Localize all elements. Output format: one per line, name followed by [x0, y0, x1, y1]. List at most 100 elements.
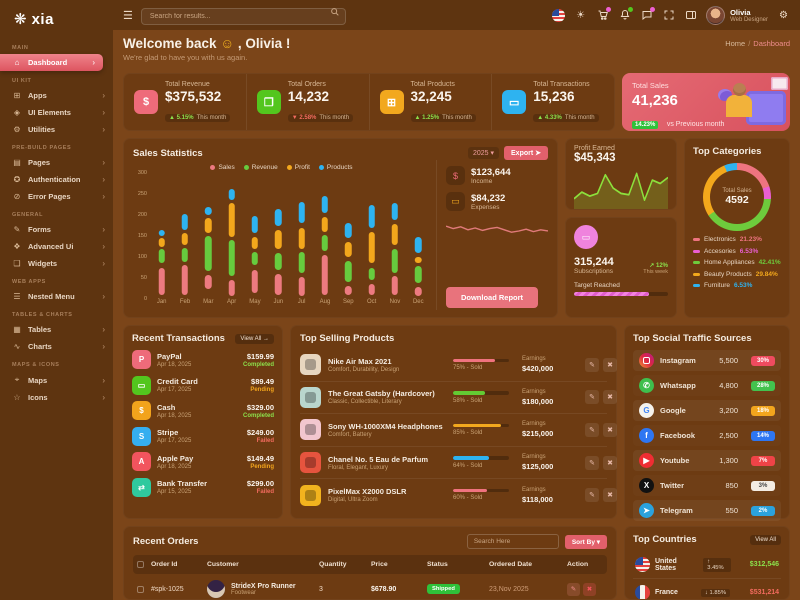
edit-icon[interactable]: ✎: [585, 390, 599, 405]
delete-icon[interactable]: ✖: [603, 455, 617, 470]
social-row-youtube[interactable]: ▶ Youtube 1,300 7%: [633, 450, 781, 471]
messages-icon[interactable]: [640, 6, 656, 22]
y-tick-label: 250: [137, 191, 147, 197]
orders-search-input[interactable]: [466, 534, 559, 549]
category-pct: 21.23%: [739, 236, 762, 243]
edit-icon[interactable]: ✎: [567, 582, 580, 596]
transaction-name: Credit Card: [157, 377, 198, 386]
chevron-right-icon: ›: [102, 225, 105, 234]
delete-icon[interactable]: ✖: [603, 488, 617, 503]
transaction-name: Bank Transfer: [157, 479, 208, 488]
transactions-view-all-button[interactable]: View All →: [235, 333, 274, 344]
cash-icon: $: [132, 401, 151, 420]
transaction-row-bank-transfer[interactable]: ⇄ Bank Transfer Apr 15, 2025 $299.00 Failed: [132, 477, 274, 497]
sidebar-item-utilities[interactable]: ⚙ Utilities ›: [0, 121, 113, 138]
export-button[interactable]: Export ➤: [504, 146, 548, 160]
fullscreen-icon[interactable]: [662, 9, 675, 22]
sidebar-item-dashboard[interactable]: ⌂ Dashboard ›: [0, 54, 103, 71]
sidebar-item-charts[interactable]: ∿ Charts ›: [0, 338, 113, 355]
search-icon[interactable]: [330, 7, 340, 17]
advanced-ui-icon: ❖: [13, 242, 21, 251]
delete-icon[interactable]: ✖: [583, 582, 596, 596]
sidebar-item-maps[interactable]: ⌖ Maps ›: [0, 371, 113, 389]
sidebar-item-pages[interactable]: ▤ Pages ›: [0, 154, 113, 171]
stat-title: Total Products: [410, 80, 455, 88]
product-image: [300, 354, 321, 376]
countries-view-all-button[interactable]: View All: [750, 534, 781, 545]
logo[interactable]: ❋ xia: [0, 0, 113, 38]
edit-icon[interactable]: ✎: [585, 422, 599, 437]
delete-icon[interactable]: ✖: [603, 390, 617, 405]
column-ordered-date: Ordered Date: [489, 561, 533, 568]
social-row-facebook[interactable]: f Facebook 2,500 14%: [633, 425, 781, 446]
sidebar-item-tables[interactable]: ▦ Tables ›: [0, 321, 113, 338]
sidebar-item-nested-menu[interactable]: ☰ Nested Menu ›: [0, 288, 113, 305]
sidebar-item-apps[interactable]: ⊞ Apps ›: [0, 87, 113, 104]
edit-icon[interactable]: ✎: [585, 357, 599, 372]
bar-segment-products: [321, 196, 329, 213]
transaction-status: Failed: [256, 489, 274, 495]
year-dropdown[interactable]: 2025 ▾: [467, 147, 500, 159]
sidebar-item-forms[interactable]: ✎ Forms ›: [0, 221, 113, 238]
category-color-dash: [693, 272, 700, 276]
transaction-row-credit-card[interactable]: ▭ Credit Card Apr 17, 2025 $89.49 Pending: [132, 375, 274, 395]
social-row-whatsapp[interactable]: ✆ Whatsapp 4,800 28%: [633, 375, 781, 396]
social-row-twitter[interactable]: X Twitter 850 3%: [633, 475, 781, 496]
social-row-telegram[interactable]: ➤ Telegram 550 2%: [633, 500, 781, 521]
sales-summary-column: $ $123,644 Income ▭ $84,232 Exp: [436, 160, 548, 310]
delete-icon[interactable]: ✖: [603, 422, 617, 437]
edit-icon[interactable]: ✎: [585, 455, 599, 470]
row-checkbox[interactable]: [137, 585, 144, 593]
sidebar-item-error-pages[interactable]: ⊘ Error Pages ›: [0, 188, 113, 205]
categories-donut-chart: Total Sales 4592: [703, 163, 771, 231]
product-earnings: Earnings $118,000: [522, 487, 578, 504]
social-row-instagram[interactable]: Instagram 5,500 30%: [633, 350, 781, 371]
sidebar-item-icons[interactable]: ☆ Icons ›: [0, 389, 113, 406]
sort-by-button[interactable]: Sort By ▾: [564, 534, 607, 549]
transaction-row-paypal[interactable]: P PayPal Apr 18, 2025 $159.99 Completed: [132, 350, 274, 369]
social-row-google[interactable]: G Google 3,200 18%: [633, 400, 781, 421]
search-input[interactable]: [140, 8, 346, 25]
user-profile[interactable]: Olivia Web Designer: [706, 5, 768, 25]
delete-icon[interactable]: ✖: [603, 357, 617, 372]
transaction-row-apple-pay[interactable]: A Apple Pay Apr 18, 2025 $149.49 Pending: [132, 452, 274, 471]
total-sales-card: Total Sales 41,236 14.23% vs Previous mo…: [622, 73, 790, 131]
transactions-title: Recent Transactions: [132, 333, 225, 344]
bar-segment-products: [391, 203, 399, 221]
sold-bar-track: [453, 488, 509, 493]
settings-gear-icon[interactable]: ⚙: [779, 9, 788, 21]
transaction-row-stripe[interactable]: S Stripe Apr 17, 2025 $249.00 Failed: [132, 426, 274, 446]
edit-icon[interactable]: ✎: [585, 488, 599, 503]
product-row-chanel-no-5-eau-de-parfum: Chanel No. 5 Eau de Parfum Floral, Elegan…: [300, 445, 617, 479]
sales-statistics-panel: Sales Statistics 2025 ▾ Export ➤ Sales Re…: [123, 138, 558, 318]
cart-icon[interactable]: [596, 6, 612, 22]
category-furniture: Furniture 6.53%: [693, 282, 781, 289]
sidebar-item-widgets[interactable]: ❑ Widgets ›: [0, 255, 113, 272]
select-all-checkbox[interactable]: [137, 561, 144, 568]
avatar: [706, 5, 726, 25]
sidebar-item-advanced-ui[interactable]: ❖ Advanced Ui ›: [0, 238, 113, 255]
order-price: $678.90: [371, 585, 397, 593]
sidebar-item-ui-elements[interactable]: ◈ UI Elements ›: [0, 104, 113, 121]
chart-column-feb: [173, 173, 196, 299]
download-report-button[interactable]: Download Report: [446, 287, 538, 308]
transaction-date: Apr 18, 2025: [157, 361, 192, 368]
sidebar-item-authentication[interactable]: ✪ Authentication ›: [0, 171, 113, 188]
country-change: ↑ 3.45%: [703, 557, 732, 572]
breadcrumb-home[interactable]: Home: [725, 39, 746, 48]
stat-text: Total Transactions 15,236 ▲ 4.33% This mont…: [533, 81, 599, 124]
transaction-row-cash[interactable]: $ Cash Apr 18, 2025 $329.00 Completed: [132, 401, 274, 420]
nested-menu-icon: ☰: [13, 292, 21, 301]
bar-segment-products: [298, 201, 305, 224]
chevron-right-icon: ›: [102, 91, 105, 100]
x-tick-label: Jun: [273, 299, 284, 305]
theme-toggle-icon[interactable]: ☀: [576, 9, 586, 21]
hamburger-menu-icon[interactable]: ☰: [123, 9, 133, 22]
product-info: Nike Air Max 2021 Comfort, Durability, De…: [328, 357, 446, 373]
notifications-bell-icon[interactable]: [618, 6, 634, 22]
layout-toggle-icon[interactable]: [684, 9, 697, 22]
breadcrumb-separator: /: [748, 39, 751, 48]
transaction-date: Apr 17, 2025: [157, 387, 192, 393]
profit-value: $45,343: [574, 152, 616, 164]
language-flag-icon[interactable]: [552, 8, 566, 22]
